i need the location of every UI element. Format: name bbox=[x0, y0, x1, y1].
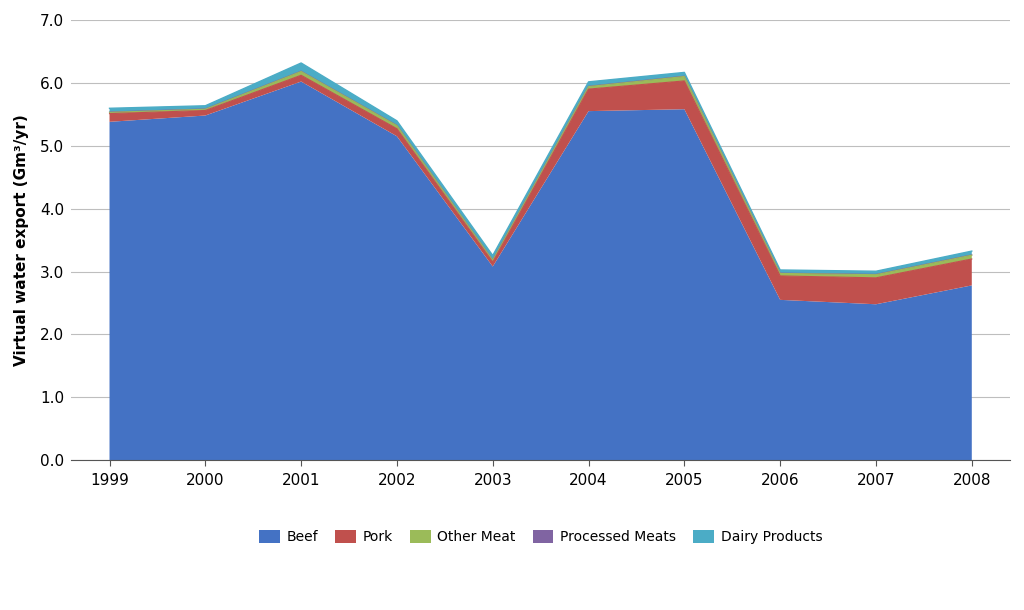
Y-axis label: Virtual water export (Gm³/yr): Virtual water export (Gm³/yr) bbox=[14, 114, 29, 366]
Legend: Beef, Pork, Other Meat, Processed Meats, Dairy Products: Beef, Pork, Other Meat, Processed Meats,… bbox=[253, 525, 828, 550]
